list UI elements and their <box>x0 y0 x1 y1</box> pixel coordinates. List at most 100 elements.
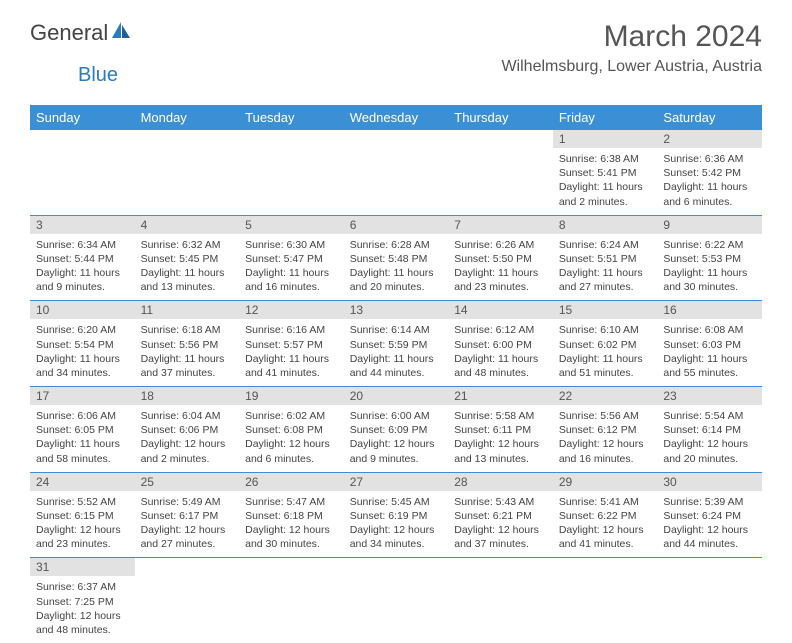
day-number: 17 <box>30 387 135 406</box>
daylight-text-2: and 20 minutes. <box>663 452 756 466</box>
day-content-row: Sunrise: 6:34 AMSunset: 5:44 PMDaylight:… <box>30 234 762 301</box>
day-number: 3 <box>30 215 135 234</box>
day-content-row: Sunrise: 6:37 AMSunset: 7:25 PMDaylight:… <box>30 576 762 643</box>
sunrise-text: Sunrise: 6:20 AM <box>36 323 129 337</box>
sunrise-text: Sunrise: 5:43 AM <box>454 495 547 509</box>
day-number <box>657 558 762 577</box>
sunrise-text: Sunrise: 5:39 AM <box>663 495 756 509</box>
sunrise-text: Sunrise: 5:58 AM <box>454 409 547 423</box>
daylight-text-1: Daylight: 11 hours <box>245 266 338 280</box>
day-cell: Sunrise: 5:52 AMSunset: 6:15 PMDaylight:… <box>30 491 135 558</box>
day-cell: Sunrise: 6:32 AMSunset: 5:45 PMDaylight:… <box>135 234 240 301</box>
day-number: 4 <box>135 215 240 234</box>
sunrise-text: Sunrise: 6:18 AM <box>141 323 234 337</box>
day-content-row: Sunrise: 6:20 AMSunset: 5:54 PMDaylight:… <box>30 319 762 386</box>
day-cell: Sunrise: 6:16 AMSunset: 5:57 PMDaylight:… <box>239 319 344 386</box>
day-number: 21 <box>448 387 553 406</box>
daylight-text-1: Daylight: 12 hours <box>454 437 547 451</box>
sunset-text: Sunset: 5:50 PM <box>454 252 547 266</box>
sunset-text: Sunset: 6:12 PM <box>559 423 652 437</box>
day-number-row: 17181920212223 <box>30 387 762 406</box>
daylight-text-2: and 34 minutes. <box>36 366 129 380</box>
sunset-text: Sunset: 6:18 PM <box>245 509 338 523</box>
sunrise-text: Sunrise: 5:54 AM <box>663 409 756 423</box>
sunset-text: Sunset: 5:48 PM <box>350 252 443 266</box>
daylight-text-1: Daylight: 11 hours <box>663 180 756 194</box>
daylight-text-2: and 44 minutes. <box>350 366 443 380</box>
daylight-text-2: and 9 minutes. <box>36 280 129 294</box>
daylight-text-1: Daylight: 12 hours <box>559 437 652 451</box>
day-cell-empty <box>30 148 135 215</box>
sunset-text: Sunset: 6:05 PM <box>36 423 129 437</box>
day-cell-empty <box>239 576 344 643</box>
day-number-row: 3456789 <box>30 215 762 234</box>
daylight-text-2: and 48 minutes. <box>454 366 547 380</box>
sunrise-text: Sunrise: 6:36 AM <box>663 152 756 166</box>
day-cell: Sunrise: 6:28 AMSunset: 5:48 PMDaylight:… <box>344 234 449 301</box>
day-header: Saturday <box>657 105 762 130</box>
sunrise-text: Sunrise: 6:04 AM <box>141 409 234 423</box>
day-cell-empty <box>657 576 762 643</box>
sunset-text: Sunset: 6:08 PM <box>245 423 338 437</box>
day-number: 30 <box>657 472 762 491</box>
day-cell-empty <box>135 576 240 643</box>
sunrise-text: Sunrise: 5:56 AM <box>559 409 652 423</box>
day-number: 23 <box>657 387 762 406</box>
daylight-text-1: Daylight: 11 hours <box>663 266 756 280</box>
day-number: 18 <box>135 387 240 406</box>
daylight-text-2: and 6 minutes. <box>663 195 756 209</box>
sunset-text: Sunset: 5:53 PM <box>663 252 756 266</box>
sunrise-text: Sunrise: 5:41 AM <box>559 495 652 509</box>
day-cell-empty <box>448 148 553 215</box>
day-number: 14 <box>448 301 553 320</box>
day-number: 24 <box>30 472 135 491</box>
logo: General <box>30 20 134 46</box>
sail-icon <box>110 20 132 46</box>
sunrise-text: Sunrise: 6:28 AM <box>350 238 443 252</box>
day-content-row: Sunrise: 5:52 AMSunset: 6:15 PMDaylight:… <box>30 491 762 558</box>
sunset-text: Sunset: 7:25 PM <box>36 595 129 609</box>
day-number: 12 <box>239 301 344 320</box>
daylight-text-1: Daylight: 12 hours <box>350 437 443 451</box>
day-number: 19 <box>239 387 344 406</box>
daylight-text-1: Daylight: 11 hours <box>141 352 234 366</box>
day-number: 15 <box>553 301 658 320</box>
day-header: Monday <box>135 105 240 130</box>
day-number <box>553 558 658 577</box>
day-header: Thursday <box>448 105 553 130</box>
day-cell: Sunrise: 5:47 AMSunset: 6:18 PMDaylight:… <box>239 491 344 558</box>
daylight-text-1: Daylight: 12 hours <box>454 523 547 537</box>
day-cell: Sunrise: 5:41 AMSunset: 6:22 PMDaylight:… <box>553 491 658 558</box>
day-cell: Sunrise: 6:08 AMSunset: 6:03 PMDaylight:… <box>657 319 762 386</box>
sunset-text: Sunset: 6:24 PM <box>663 509 756 523</box>
day-number <box>239 558 344 577</box>
daylight-text-1: Daylight: 12 hours <box>36 523 129 537</box>
day-cell: Sunrise: 6:26 AMSunset: 5:50 PMDaylight:… <box>448 234 553 301</box>
daylight-text-1: Daylight: 12 hours <box>36 609 129 623</box>
day-number: 6 <box>344 215 449 234</box>
sunset-text: Sunset: 6:11 PM <box>454 423 547 437</box>
sunset-text: Sunset: 6:19 PM <box>350 509 443 523</box>
daylight-text-2: and 37 minutes. <box>454 537 547 551</box>
sunset-text: Sunset: 6:06 PM <box>141 423 234 437</box>
day-cell-empty <box>135 148 240 215</box>
day-number: 1 <box>553 130 658 148</box>
day-number: 8 <box>553 215 658 234</box>
day-cell: Sunrise: 5:58 AMSunset: 6:11 PMDaylight:… <box>448 405 553 472</box>
day-cell-empty <box>553 576 658 643</box>
day-number-row: 24252627282930 <box>30 472 762 491</box>
sunset-text: Sunset: 6:03 PM <box>663 338 756 352</box>
logo-word1: General <box>30 20 108 46</box>
day-number-row: 10111213141516 <box>30 301 762 320</box>
sunrise-text: Sunrise: 6:22 AM <box>663 238 756 252</box>
daylight-text-2: and 20 minutes. <box>350 280 443 294</box>
daylight-text-2: and 6 minutes. <box>245 452 338 466</box>
daylight-text-2: and 2 minutes. <box>559 195 652 209</box>
day-cell: Sunrise: 6:06 AMSunset: 6:05 PMDaylight:… <box>30 405 135 472</box>
daylight-text-2: and 9 minutes. <box>350 452 443 466</box>
day-number <box>344 558 449 577</box>
sunrise-text: Sunrise: 5:45 AM <box>350 495 443 509</box>
sunrise-text: Sunrise: 5:52 AM <box>36 495 129 509</box>
calendar-table: SundayMondayTuesdayWednesdayThursdayFrid… <box>30 105 762 643</box>
day-header: Sunday <box>30 105 135 130</box>
